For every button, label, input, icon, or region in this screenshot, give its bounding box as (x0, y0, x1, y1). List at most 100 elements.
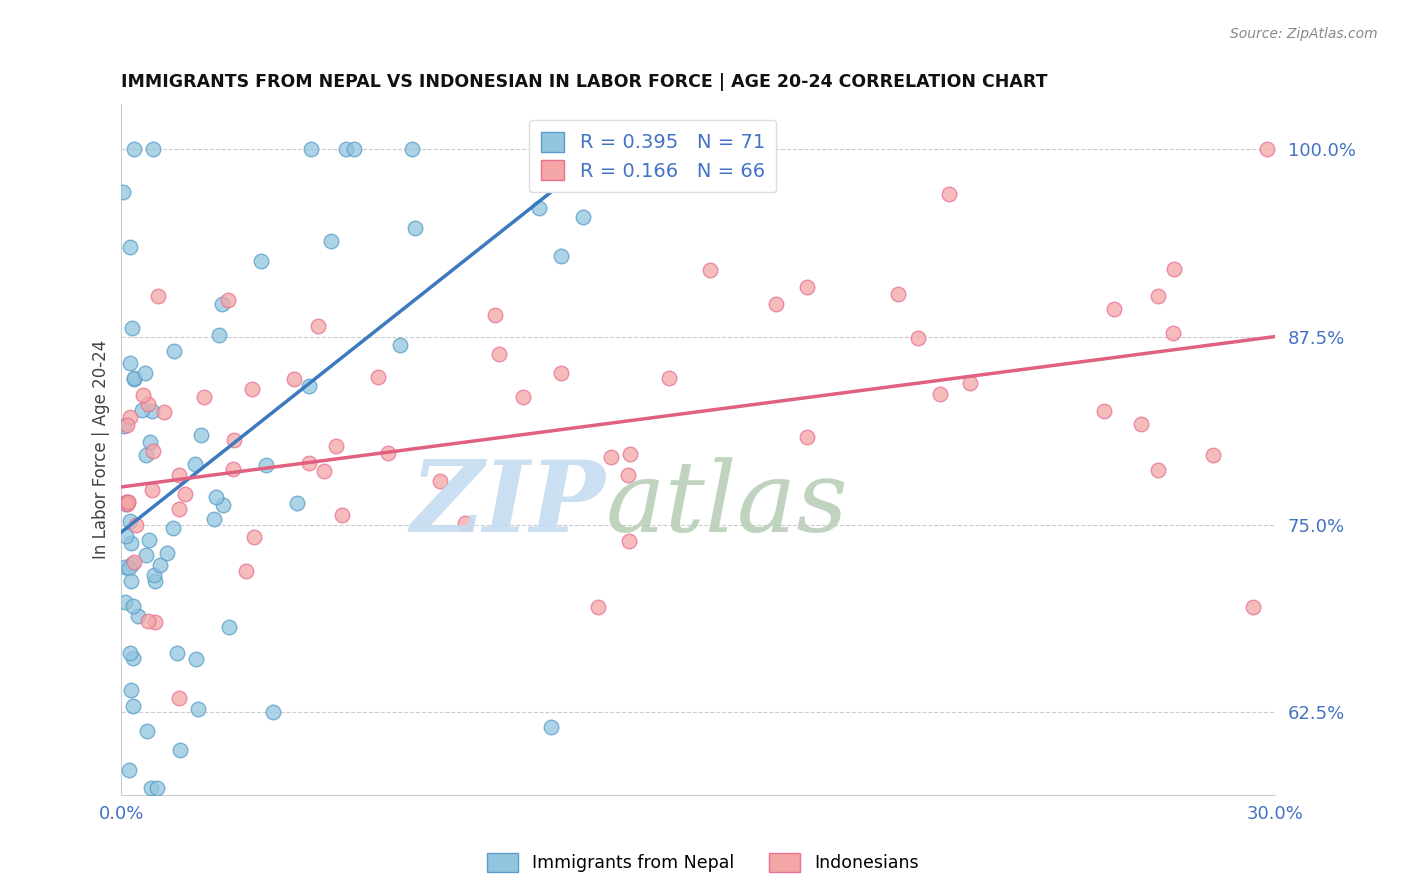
Point (283, 372, 305, 386)
Point (262, 706, 284, 720)
Point (959, 376, 981, 391)
Point (117, 495, 139, 509)
Point (135, 548, 157, 562)
Point (1147, 288, 1170, 302)
Point (162, 521, 184, 535)
Point (141, 483, 163, 497)
Point (112, 419, 135, 434)
Point (120, 536, 142, 550)
Point (401, 142, 423, 156)
Point (184, 457, 207, 471)
Point (343, 142, 366, 156)
Point (122, 555, 145, 569)
Point (136, 396, 159, 410)
Point (115, 418, 138, 433)
Point (167, 690, 190, 705)
Point (796, 280, 818, 294)
Point (617, 534, 640, 549)
Point (142, 444, 165, 458)
Point (1202, 448, 1225, 462)
Point (118, 356, 141, 370)
Point (235, 564, 257, 578)
Point (167, 467, 190, 482)
Point (138, 533, 160, 548)
Point (127, 608, 149, 623)
Point (243, 530, 266, 544)
Point (136, 614, 159, 628)
Point (190, 428, 212, 442)
Point (115, 495, 138, 509)
Point (120, 574, 142, 588)
Point (115, 497, 138, 511)
Point (298, 456, 321, 470)
Point (125, 518, 148, 533)
Point (429, 475, 451, 489)
Point (550, 249, 572, 263)
Point (121, 321, 143, 335)
Point (217, 293, 239, 307)
Text: IMMIGRANTS FROM NEPAL VS INDONESIAN IN LABOR FORCE | AGE 20-24 CORRELATION CHART: IMMIGRANTS FROM NEPAL VS INDONESIAN IN L… (121, 73, 1047, 91)
Point (167, 502, 190, 516)
Point (118, 763, 141, 777)
Point (143, 567, 166, 582)
Point (169, 743, 191, 757)
Point (599, 450, 621, 464)
Point (146, 780, 169, 795)
Point (1163, 261, 1185, 276)
Point (619, 447, 641, 461)
Point (377, 445, 399, 459)
Point (114, 559, 136, 574)
Point (1102, 302, 1125, 317)
Point (484, 308, 506, 322)
Point (149, 558, 172, 572)
Text: atlas: atlas (606, 457, 849, 552)
Point (1129, 417, 1152, 431)
Point (1092, 404, 1115, 418)
Point (312, 464, 335, 478)
Point (122, 371, 145, 385)
Legend: R = 0.395   N = 71, R = 0.166   N = 66: R = 0.395 N = 71, R = 0.166 N = 66 (529, 120, 776, 193)
Point (404, 221, 426, 235)
Point (588, 600, 610, 615)
Point (907, 331, 929, 345)
Point (388, 338, 411, 352)
Point (153, 405, 176, 419)
Point (115, 529, 138, 543)
Point (658, 371, 681, 385)
Y-axis label: In Labor Force | Age 20-24: In Labor Force | Age 20-24 (93, 340, 110, 559)
Point (335, 142, 357, 156)
Point (204, 512, 226, 526)
Point (112, 185, 135, 199)
Point (488, 346, 510, 360)
Point (1241, 600, 1264, 615)
Point (250, 253, 273, 268)
Point (148, 289, 170, 303)
Point (118, 409, 141, 424)
Point (240, 382, 263, 396)
Point (211, 498, 233, 512)
Point (124, 142, 146, 156)
Point (887, 287, 910, 301)
Point (307, 319, 329, 334)
Point (222, 433, 245, 447)
Point (550, 366, 572, 380)
Point (122, 371, 145, 385)
Point (699, 262, 721, 277)
Point (193, 391, 215, 405)
Point (218, 619, 240, 633)
Point (136, 723, 159, 738)
Point (298, 379, 321, 393)
Point (222, 462, 245, 476)
Point (118, 514, 141, 528)
Point (131, 402, 153, 417)
Point (512, 390, 534, 404)
Point (208, 328, 231, 343)
Text: Source: ZipAtlas.com: Source: ZipAtlas.com (1230, 27, 1378, 41)
Point (121, 699, 143, 714)
Point (938, 187, 960, 202)
Point (121, 599, 143, 614)
Point (139, 434, 162, 449)
Point (118, 561, 141, 575)
Point (589, 142, 612, 156)
Point (143, 574, 166, 589)
